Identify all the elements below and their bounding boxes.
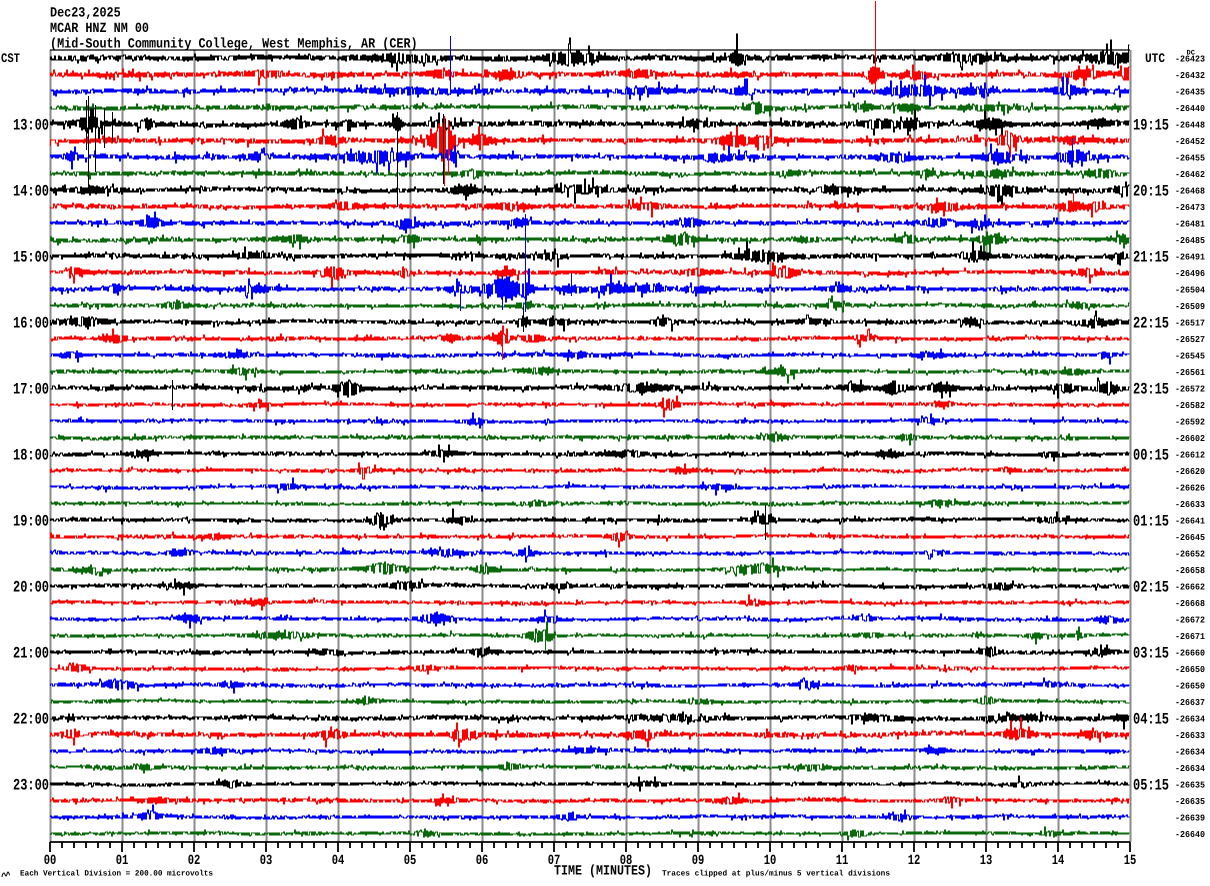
svg-text:-26640: -26640 [1175, 830, 1205, 840]
svg-text:19:15: 19:15 [1133, 117, 1169, 135]
svg-text:-26635: -26635 [1175, 797, 1205, 807]
svg-text:-26645: -26645 [1175, 533, 1205, 543]
svg-text:01: 01 [116, 853, 129, 869]
svg-text:19:00: 19:00 [13, 513, 49, 531]
svg-text:23:00: 23:00 [13, 777, 49, 795]
svg-text:09: 09 [692, 853, 705, 869]
svg-text:TIME (MINUTES): TIME (MINUTES) [554, 864, 652, 880]
svg-text:-26485: -26485 [1175, 236, 1205, 246]
svg-text:02:15: 02:15 [1133, 579, 1169, 597]
svg-text:22:00: 22:00 [13, 711, 49, 729]
svg-text:-26633: -26633 [1175, 500, 1205, 510]
svg-text:-26509: -26509 [1175, 302, 1205, 312]
svg-text:-26455: -26455 [1175, 154, 1205, 164]
svg-text:-26620: -26620 [1175, 467, 1205, 477]
svg-text:-26635: -26635 [1175, 781, 1205, 791]
svg-text:13:00: 13:00 [13, 117, 49, 135]
svg-text:-26633: -26633 [1175, 731, 1205, 741]
svg-text:06: 06 [476, 853, 489, 869]
svg-text:-26671: -26671 [1175, 632, 1206, 642]
svg-text:-26637: -26637 [1175, 698, 1205, 708]
svg-text:-26448: -26448 [1175, 121, 1205, 131]
svg-text:-26668: -26668 [1175, 599, 1205, 609]
svg-text:23:15: 23:15 [1133, 381, 1169, 399]
svg-text:-26662: -26662 [1175, 583, 1205, 593]
svg-text:(Mid-South Community College,: (Mid-South Community College, West Memph… [50, 36, 418, 52]
svg-text:16:00: 16:00 [13, 315, 49, 333]
svg-text:17:00: 17:00 [13, 381, 49, 399]
svg-text:05:15: 05:15 [1133, 777, 1169, 795]
svg-text:00: 00 [44, 853, 57, 869]
svg-text:15: 15 [1124, 853, 1137, 869]
svg-text:21:00: 21:00 [13, 645, 49, 663]
svg-text:-26650: -26650 [1175, 665, 1205, 675]
svg-text:-26634: -26634 [1175, 748, 1206, 758]
svg-text:20:00: 20:00 [13, 579, 49, 597]
svg-text:-26592: -26592 [1175, 418, 1205, 428]
svg-text:04: 04 [332, 853, 345, 869]
svg-text:Each Vertical Division = 200.: Each Vertical Division = 200.00 microvol… [20, 870, 213, 879]
svg-text:CST: CST [1, 51, 20, 66]
svg-text:-26432: -26432 [1175, 71, 1205, 81]
svg-text:-26504: -26504 [1175, 286, 1206, 296]
svg-text:14: 14 [1052, 853, 1065, 869]
svg-text:Traces clipped at plus/minus 5: Traces clipped at plus/minus 5 vertical … [662, 870, 890, 879]
svg-text:-26527: -26527 [1175, 335, 1205, 345]
svg-text:22:15: 22:15 [1133, 315, 1169, 333]
svg-text:-26435: -26435 [1175, 88, 1205, 98]
svg-text:-26452: -26452 [1175, 137, 1205, 147]
svg-text:UTC: UTC [1145, 51, 1165, 66]
svg-text:-26496: -26496 [1175, 269, 1205, 279]
svg-text:-26634: -26634 [1175, 715, 1206, 725]
svg-text:11: 11 [836, 853, 849, 869]
svg-text:-26582: -26582 [1175, 401, 1205, 411]
svg-text:15:00: 15:00 [13, 249, 49, 267]
svg-text:-26652: -26652 [1175, 550, 1205, 560]
svg-text:18:00: 18:00 [13, 447, 49, 465]
svg-text:-26491: -26491 [1175, 253, 1206, 263]
svg-text:-26545: -26545 [1175, 352, 1205, 362]
svg-text:-26473: -26473 [1175, 203, 1205, 213]
svg-text:12: 12 [908, 853, 921, 869]
svg-text:13: 13 [980, 853, 993, 869]
svg-text:03: 03 [260, 853, 273, 869]
svg-text:-26440: -26440 [1175, 104, 1205, 114]
svg-text:MCAR HNZ NM 00: MCAR HNZ NM 00 [50, 21, 149, 37]
svg-text:-26660: -26660 [1175, 649, 1205, 659]
svg-text:01:15: 01:15 [1133, 513, 1169, 531]
svg-text:-26602: -26602 [1175, 434, 1205, 444]
svg-text:05: 05 [404, 853, 417, 869]
svg-text:-26561: -26561 [1175, 368, 1206, 378]
svg-text:02: 02 [188, 853, 201, 869]
svg-text:21:15: 21:15 [1133, 249, 1169, 267]
svg-text:-26517: -26517 [1175, 319, 1205, 329]
svg-text:-26634: -26634 [1175, 764, 1206, 774]
svg-text:-26612: -26612 [1175, 451, 1205, 461]
svg-text:-26650: -26650 [1175, 682, 1205, 692]
svg-text:-26626: -26626 [1175, 484, 1205, 494]
svg-text:20:15: 20:15 [1133, 183, 1169, 201]
svg-text:-26641: -26641 [1175, 517, 1206, 527]
svg-text:03:15: 03:15 [1133, 645, 1169, 663]
svg-text:-26658: -26658 [1175, 566, 1205, 576]
svg-text:DC: DC [1187, 50, 1195, 58]
svg-text:10: 10 [764, 853, 777, 869]
svg-text:04:15: 04:15 [1133, 711, 1169, 729]
svg-text:08: 08 [620, 853, 633, 869]
svg-text:-26639: -26639 [1175, 814, 1205, 824]
svg-text:Dec23,2025: Dec23,2025 [50, 6, 121, 22]
svg-text:-26462: -26462 [1175, 170, 1205, 180]
svg-text:-26672: -26672 [1175, 616, 1205, 626]
svg-text:07: 07 [548, 853, 561, 869]
svg-text:-26423: -26423 [1175, 55, 1205, 65]
svg-text:-26468: -26468 [1175, 187, 1205, 197]
svg-text:-26572: -26572 [1175, 385, 1205, 395]
svg-text:14:00: 14:00 [13, 183, 49, 201]
svg-text:-26481: -26481 [1175, 220, 1206, 230]
svg-text:00:15: 00:15 [1133, 447, 1169, 465]
